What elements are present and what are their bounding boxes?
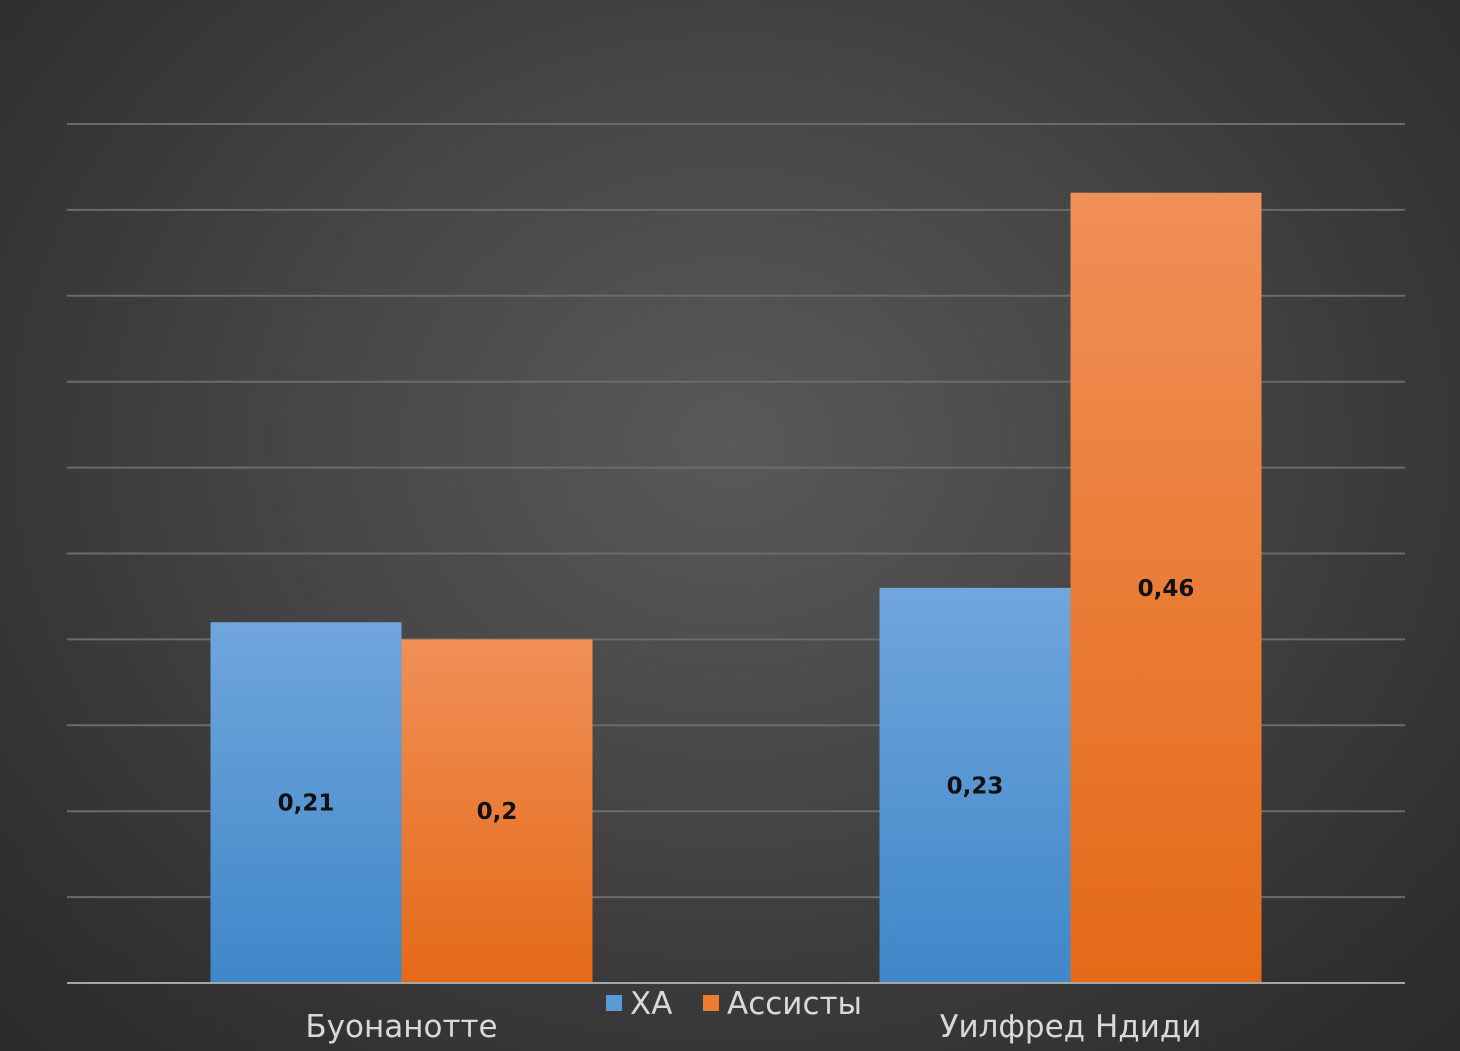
data-label: 0,23: [947, 773, 1004, 799]
data-label: 0,21: [278, 791, 335, 817]
category-label: Уилфред Ндиди: [940, 1009, 1202, 1045]
bar-assists-2: [1070, 192, 1262, 984]
bar-assists-1: [401, 639, 593, 983]
category-labels: Буонанотте Уилфред Ндиди: [305, 1009, 1201, 1045]
data-label: 0,46: [1138, 576, 1195, 602]
legend-swatch-assists: [703, 995, 719, 1011]
data-label: 0,2: [477, 799, 518, 825]
legend-swatch-xa: [606, 995, 622, 1011]
category-label: Буонанотте: [305, 1009, 497, 1045]
legend-label-xa: ХА: [630, 986, 672, 1022]
legend-label-assists: Ассисты: [727, 986, 862, 1022]
bar-xa-2: [879, 587, 1071, 983]
legend: ХА Ассисты: [606, 986, 862, 1022]
bars: [210, 192, 1262, 984]
data-labels: 0,21 0,2 0,23 0,46: [278, 576, 1195, 825]
bar-xa-1: [210, 622, 402, 983]
